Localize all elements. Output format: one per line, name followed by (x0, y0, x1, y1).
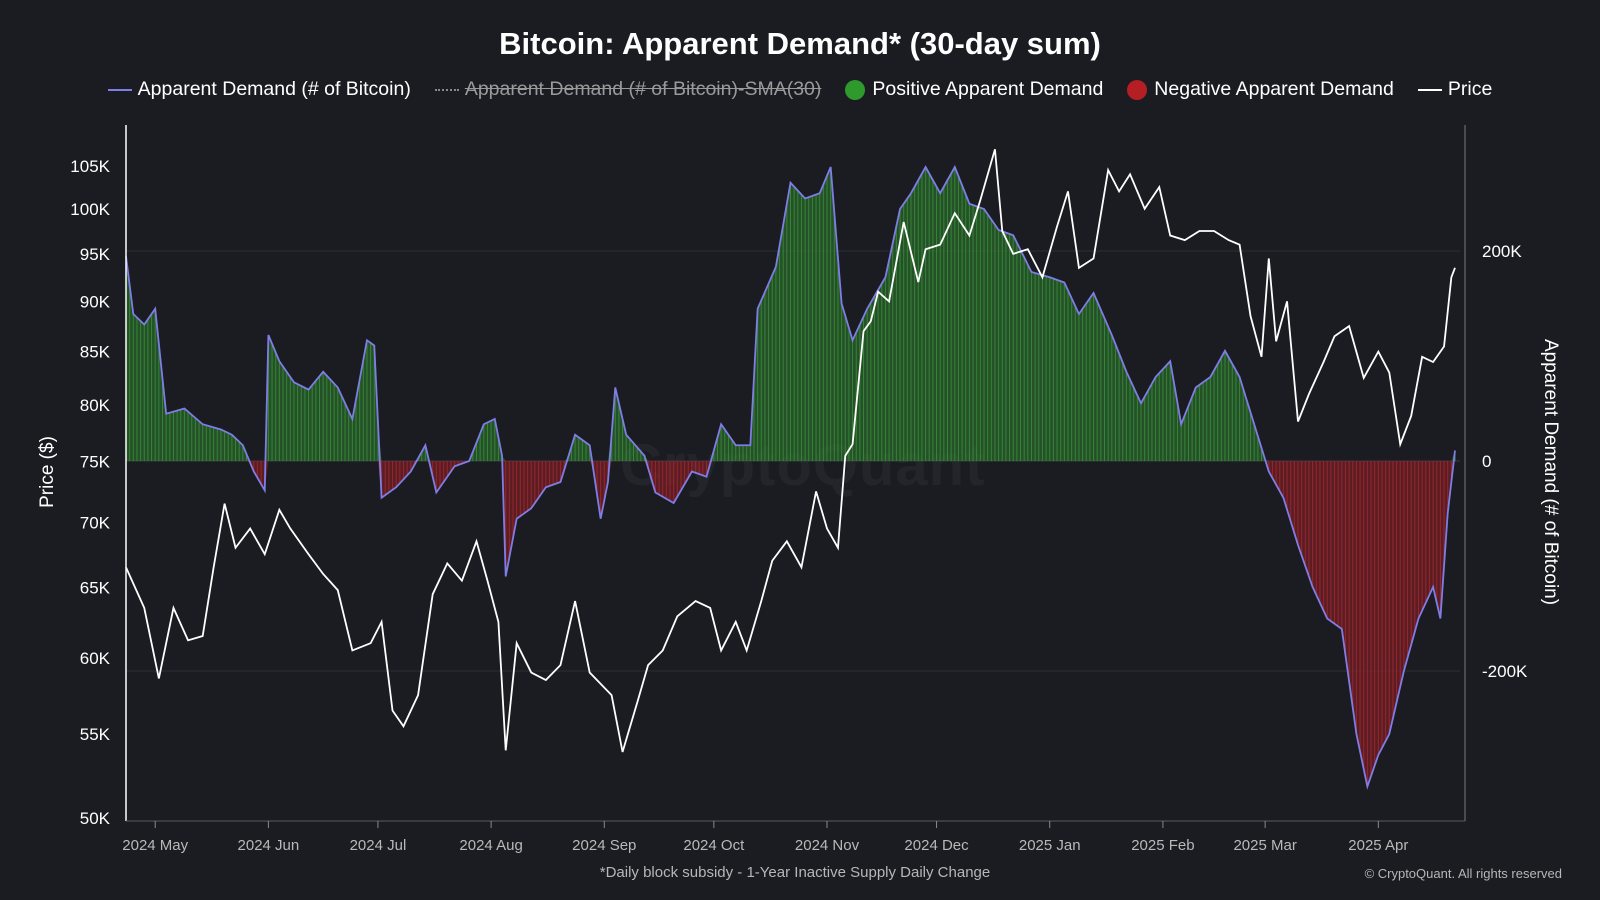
left-tick-label: 65K (80, 578, 111, 597)
legend: Apparent Demand (# of Bitcoin) Apparent … (0, 78, 1600, 101)
x-tick-label: 2024 Jul (350, 837, 407, 854)
left-axis-title: Price ($) (37, 436, 58, 508)
left-tick-label: 90K (80, 292, 111, 311)
x-tick-label: 2025 Apr (1348, 837, 1408, 854)
x-tick-label: 2024 Jun (238, 837, 300, 854)
legend-label: Price (1447, 78, 1493, 100)
legend-item-negative-demand[interactable]: Negative Apparent Demand (1127, 78, 1394, 101)
legend-label: Negative Apparent Demand (1154, 78, 1394, 100)
legend-label: Apparent Demand (# of Bitcoin) (137, 78, 411, 100)
price-line (125, 149, 1456, 753)
legend-line-swatch (107, 88, 132, 91)
negative-demand-area (126, 461, 1455, 787)
right-tick-label: 0 (1482, 452, 1491, 471)
x-tick-label: 2024 Oct (683, 837, 745, 854)
legend-label: Apparent Demand (# of Bitcoin)-SMA(30) (464, 78, 822, 100)
right-axis-title: Apparent Demand (# of Bitcoin) (1540, 339, 1561, 605)
x-tick-label: 2025 Feb (1131, 837, 1194, 854)
left-tick-label: 50K (80, 809, 111, 828)
x-tick-label: 2025 Jan (1019, 837, 1081, 854)
demand-area (126, 167, 1455, 787)
right-tick-label: -200K (1482, 662, 1528, 681)
footnote: *Daily block subsidy - 1-Year Inactive S… (599, 864, 991, 881)
legend-dashed-swatch (434, 88, 459, 91)
legend-item-price[interactable]: Price (1417, 78, 1493, 101)
left-tick-label: 95K (80, 245, 111, 264)
x-tick-label: 2024 May (122, 837, 188, 854)
left-tick-label: 60K (80, 649, 111, 668)
x-tick-label: 2024 Dec (904, 837, 969, 854)
legend-item-positive-demand[interactable]: Positive Apparent Demand (845, 78, 1103, 101)
left-tick-label: 75K (80, 453, 111, 472)
legend-item-apparent-demand[interactable]: Apparent Demand (# of Bitcoin) (107, 78, 411, 101)
legend-line-swatch (1417, 88, 1442, 91)
positive-demand-area (126, 167, 1455, 461)
x-tick-label: 2024 Aug (459, 837, 522, 854)
x-tick-label: 2025 Mar (1233, 837, 1296, 854)
left-tick-label: 105K (70, 157, 110, 176)
copyright: © CryptoQuant. All rights reserved (1364, 866, 1562, 881)
legend-dot-swatch (1127, 79, 1148, 100)
chart-title: Bitcoin: Apparent Demand* (30-day sum) (499, 26, 1101, 61)
legend-label: Positive Apparent Demand (872, 78, 1104, 100)
left-tick-label: 100K (70, 200, 110, 219)
legend-item-apparent-demand-sma[interactable]: Apparent Demand (# of Bitcoin)-SMA(30) (434, 78, 822, 101)
left-tick-label: 80K (80, 396, 111, 415)
x-tick-label: 2024 Sep (572, 837, 636, 854)
left-tick-label: 85K (80, 343, 111, 362)
apparent-demand-line (125, 164, 1456, 790)
axes: 50K 55K 60K 65K 70K 75K 80K 85K 90K 95K 100K 105K 20… (37, 125, 1561, 854)
right-tick-label: 200K (1482, 242, 1522, 261)
series-lines (125, 149, 1456, 790)
left-tick-label: 70K (80, 513, 111, 532)
x-tick-label: 2024 Nov (795, 837, 860, 854)
legend-dot-swatch (845, 79, 866, 100)
left-tick-label: 55K (80, 725, 111, 744)
